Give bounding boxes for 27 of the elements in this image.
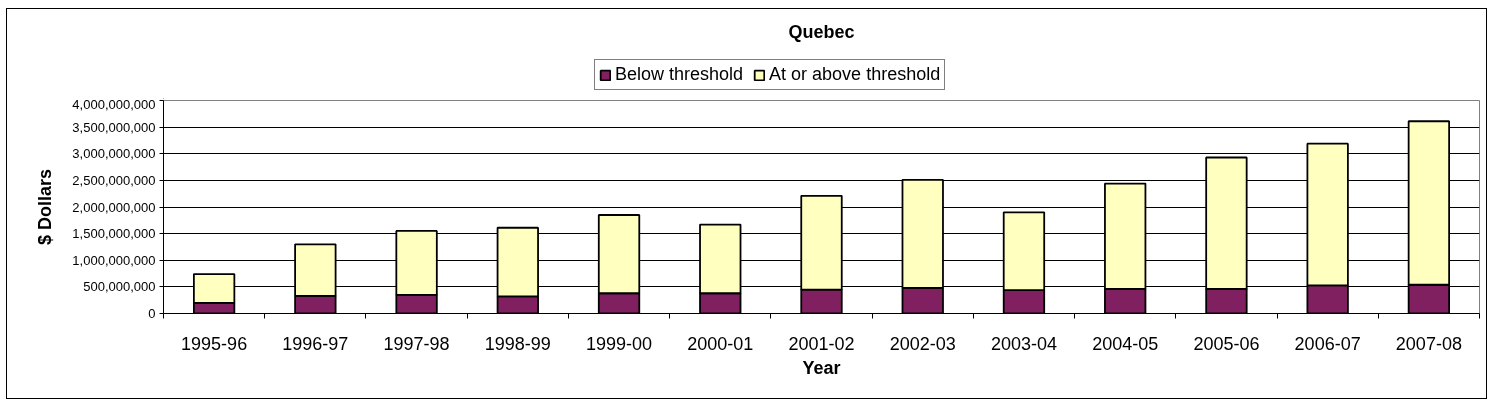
x-tick-label: 2004-05 [1092, 333, 1159, 354]
x-tick-label: 1996-97 [282, 333, 349, 354]
y-tick-label: 4,000,000,000 [72, 96, 156, 112]
x-tick-label: 1995-96 [181, 333, 248, 354]
x-tick-label: 1998-99 [484, 333, 551, 354]
y-axis-title: $ Dollars [35, 168, 56, 246]
y-tick-label: 1,500,000,000 [72, 226, 156, 242]
legend-label: At or above threshold [769, 64, 941, 85]
y-tick-label: 3,500,000,000 [72, 119, 156, 135]
x-tick-label: 2000-01 [687, 333, 754, 354]
x-tick-label: 2005-06 [1193, 333, 1260, 354]
y-tick-label: 2,500,000,000 [72, 172, 156, 188]
x-tick-label: 2002-03 [889, 333, 956, 354]
y-tick-label: 2,000,000,000 [72, 199, 156, 215]
x-tick-label: 2006-07 [1294, 333, 1361, 354]
x-tick-label: 1999-00 [586, 333, 653, 354]
x-tick-label: 2003-04 [990, 333, 1057, 354]
y-tick-label: 1,000,000,000 [72, 252, 156, 268]
chart-title: Quebec [788, 21, 855, 42]
y-tick-label: 0 [148, 306, 156, 321]
x-tick-label: 2001-02 [788, 333, 855, 354]
y-tick-label: 3,000,000,000 [72, 146, 156, 162]
y-tick-label: 500,000,000 [83, 279, 156, 295]
x-axis-title: Year [802, 357, 841, 378]
legend-label: Below threshold [615, 64, 744, 85]
x-tick-label: 1997-98 [383, 333, 450, 354]
x-tick-label: 2007-08 [1395, 333, 1462, 354]
